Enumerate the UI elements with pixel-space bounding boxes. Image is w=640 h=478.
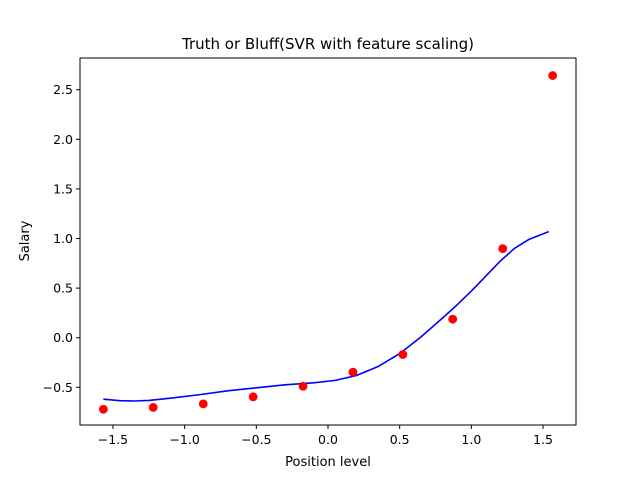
data-point bbox=[548, 71, 558, 80]
data-point bbox=[298, 381, 308, 391]
y-axis: −0.5 0.0 0.5 1.0 1.5 2.0 2.5 bbox=[43, 82, 80, 395]
x-tick-label: −1.5 bbox=[98, 432, 128, 447]
y-axis-title: Salary bbox=[18, 220, 33, 261]
y-tick-label: 0.0 bbox=[53, 330, 73, 345]
data-point bbox=[498, 244, 508, 254]
x-tick-label: 0.5 bbox=[390, 432, 410, 447]
data-point bbox=[148, 403, 158, 412]
y-tick-label: 2.5 bbox=[53, 82, 73, 97]
data-point bbox=[448, 314, 458, 324]
x-tick-label: −0.5 bbox=[241, 432, 271, 447]
data-point bbox=[248, 392, 258, 402]
x-axis: −1.5 −1.0 −0.5 0.0 0.5 1.0 1.5 bbox=[98, 425, 553, 447]
series-line bbox=[103, 230, 550, 402]
x-axis-title: Position level bbox=[285, 455, 371, 470]
y-tick-label: 0.5 bbox=[53, 281, 73, 296]
plot-area bbox=[79, 57, 577, 426]
data-point bbox=[348, 367, 358, 377]
plot-frame bbox=[79, 57, 577, 426]
x-tick-label: 1.5 bbox=[533, 432, 553, 447]
x-tick-label: −1.0 bbox=[169, 432, 199, 447]
x-tick-label: 0.0 bbox=[318, 432, 338, 447]
x-tick-label: 1.0 bbox=[461, 432, 481, 447]
chart-title: Truth or Bluff(SVR with feature scaling) bbox=[181, 35, 474, 53]
data-point bbox=[98, 404, 108, 414]
y-tick-label: 2.0 bbox=[53, 132, 73, 147]
data-point bbox=[398, 350, 408, 359]
y-tick-label: 1.0 bbox=[53, 231, 73, 246]
data-point bbox=[198, 399, 208, 409]
y-tick-label: −0.5 bbox=[43, 380, 73, 395]
y-tick-label: 1.5 bbox=[53, 181, 73, 196]
